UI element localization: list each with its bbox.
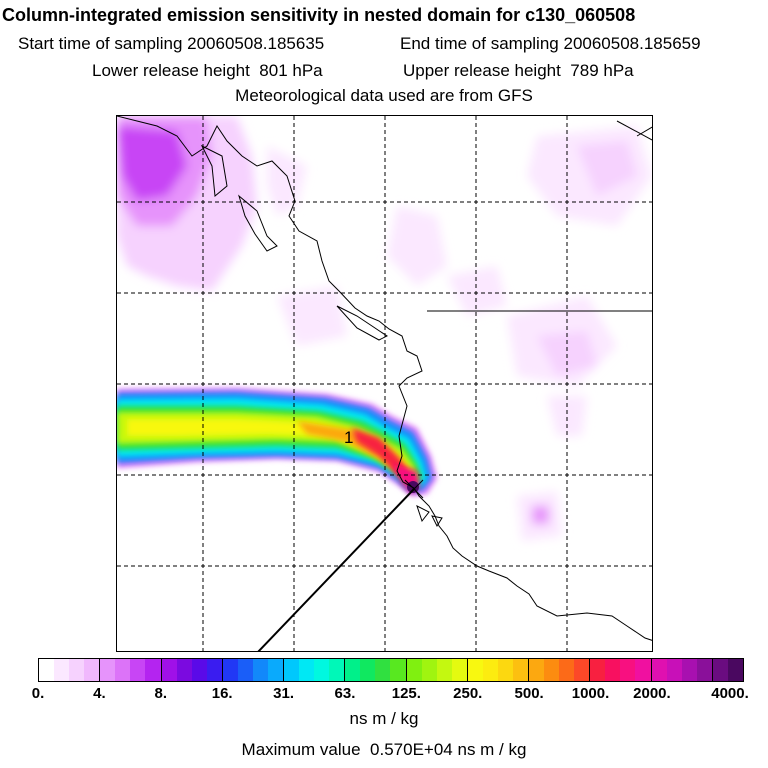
colorbar-tick-label: 0. xyxy=(31,685,45,702)
emission-plume xyxy=(117,388,437,496)
colorbar-segment xyxy=(39,659,55,681)
colorbar-segment xyxy=(299,659,315,681)
colorbar-segment xyxy=(329,659,346,681)
colorbar-segment xyxy=(651,659,667,681)
upper-release-value: 789 xyxy=(570,61,599,80)
upper-release-height: Upper release height 789 hPa xyxy=(403,61,634,81)
colorbar-segment xyxy=(176,659,192,681)
colorbar-segment xyxy=(574,659,591,681)
end-time: End time of sampling 20060508.185659 xyxy=(400,34,701,54)
low-sensitivity-patches xyxy=(117,116,652,541)
colorbar-segment xyxy=(222,659,238,681)
colorbar-segment xyxy=(54,659,70,681)
lower-release-height: Lower release height 801 hPa xyxy=(92,61,323,81)
colorbar-tick-label: 4. xyxy=(93,685,106,702)
colorbar-segment xyxy=(406,659,422,681)
colorbar-segment xyxy=(345,659,361,681)
colorbar-segment xyxy=(314,659,330,681)
colorbar-segment xyxy=(620,659,636,681)
colorbar-tick-label: 1000. xyxy=(571,685,610,702)
colorbar-segment xyxy=(497,659,513,681)
colorbar-segment xyxy=(375,659,391,681)
colorbar-segment xyxy=(590,659,606,681)
colorbar-segment xyxy=(161,659,177,681)
colorbar-tick-label: 2000. xyxy=(633,685,671,702)
colorbar-segment xyxy=(605,659,621,681)
end-time-value: 20060508.185659 xyxy=(563,34,701,53)
colorbar-segment xyxy=(436,659,452,681)
colorbar-tick-label: 8. xyxy=(154,685,168,702)
colorbar-segment xyxy=(360,659,376,681)
colorbar xyxy=(38,658,744,682)
colorbar-tick-label: 4000. xyxy=(711,685,749,702)
colorbar-segment xyxy=(666,659,682,681)
colorbar-segment xyxy=(451,659,468,681)
upper-release-label: Upper release height xyxy=(403,61,561,80)
colorbar-segment xyxy=(390,659,407,681)
start-time-value: 20060508.185635 xyxy=(187,34,325,53)
colorbar-segment xyxy=(559,659,575,681)
colorbar-segment xyxy=(529,659,545,681)
colorbar-segment xyxy=(712,659,728,681)
maximum-value-label: Maximum value xyxy=(241,740,361,759)
colorbar-segment xyxy=(696,659,713,681)
colorbar-segment xyxy=(115,659,131,681)
colorbar-segment xyxy=(84,659,101,681)
colorbar-segment xyxy=(635,659,652,681)
maximum-value: Maximum value 0.570E+04 ns m / kg xyxy=(0,740,768,760)
colorbar-segment xyxy=(252,659,268,681)
colorbar-segment xyxy=(100,659,116,681)
lower-release-unit: hPa xyxy=(292,61,323,80)
graticule xyxy=(117,116,652,651)
colorbar-segment xyxy=(681,659,697,681)
colorbar-segment xyxy=(482,659,498,681)
release-annotation: 1 xyxy=(344,428,353,447)
release-point-marker xyxy=(404,479,424,499)
met-data-source: Meteorological data used are from GFS xyxy=(235,86,533,105)
colorbar-tick-label: 250. xyxy=(453,685,483,702)
maximum-value-number: 0.570E+04 xyxy=(370,740,453,759)
sensitivity-map: 1 xyxy=(116,115,653,652)
colorbar-segment xyxy=(130,659,146,681)
colorbar-units: ns m / kg xyxy=(349,709,419,728)
colorbar-segment xyxy=(206,659,223,681)
end-time-label: End time of sampling xyxy=(400,34,559,53)
map-canvas: 1 xyxy=(117,116,652,651)
colorbar-tick-label: 500. xyxy=(514,685,544,702)
colorbar-tick-label: 31. xyxy=(273,685,294,702)
lower-release-label: Lower release height xyxy=(92,61,250,80)
upper-release-unit: hPa xyxy=(603,61,634,80)
chart-title: Column-integrated emission sensitivity i… xyxy=(2,5,636,25)
start-time: Start time of sampling 20060508.185635 xyxy=(18,34,324,54)
colorbar-segment xyxy=(512,659,529,681)
start-time-label: Start time of sampling xyxy=(18,34,183,53)
colorbar-segment xyxy=(69,659,85,681)
maximum-value-units: ns m / kg xyxy=(457,740,527,759)
colorbar-segment xyxy=(727,659,743,681)
colorbar-segment xyxy=(267,659,284,681)
colorbar-segment xyxy=(467,659,483,681)
coastlines xyxy=(117,116,652,641)
colorbar-segment xyxy=(191,659,207,681)
lower-release-value: 801 xyxy=(259,61,288,80)
colorbar-segment xyxy=(284,659,300,681)
colorbar-segment xyxy=(145,659,162,681)
colorbar-segment xyxy=(237,659,253,681)
colorbar-segment xyxy=(544,659,560,681)
colorbar-tick-label: 16. xyxy=(211,685,233,702)
colorbar-tick-label: 125. xyxy=(391,685,421,702)
colorbar-tick-label: 63. xyxy=(334,685,356,702)
flight-track xyxy=(257,488,415,651)
colorbar-segment xyxy=(421,659,437,681)
